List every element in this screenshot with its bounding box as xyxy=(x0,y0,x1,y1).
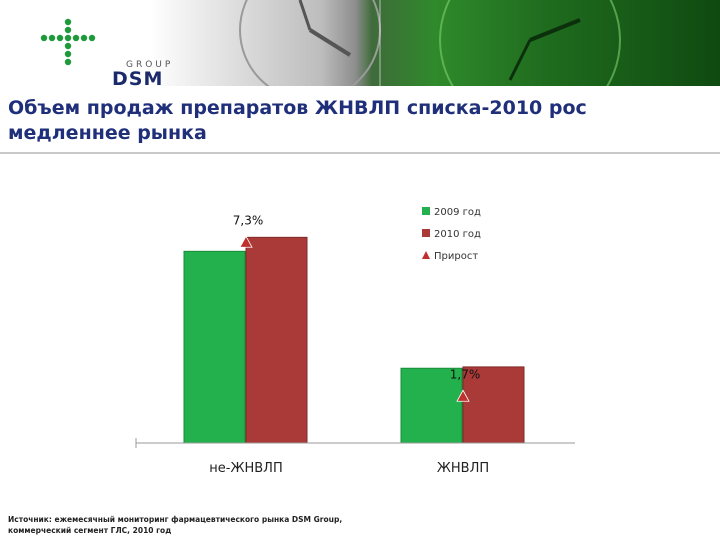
bar-жнвлп-2010-год xyxy=(462,366,525,444)
source-footnote: Источник: ежемесячный мониторинг фармаце… xyxy=(8,514,468,536)
bar-chart: не-ЖНВЛП 7,3% ЖНВЛП 1,7% 2009 год 2010 год Пр… xyxy=(135,207,575,476)
x-tick-label: ЖНВЛП xyxy=(437,461,489,476)
legend-swatch-growth xyxy=(422,251,430,259)
header-banner: GROUP DSM xyxy=(0,0,720,86)
chart-legend: 2009 год 2010 год Прирост xyxy=(422,207,481,262)
title-block: Объем продаж препаратов ЖНВЛП списка-201… xyxy=(0,86,720,154)
clock-photo-background xyxy=(150,0,720,86)
logo-group-text: GROUP xyxy=(126,60,174,70)
growth-marker xyxy=(456,389,470,402)
growth-marker xyxy=(239,235,253,248)
growth-data-label: 1,7% xyxy=(450,367,481,381)
dsm-group-logo: GROUP DSM xyxy=(38,16,170,86)
bar-не-жнвлп-2009-год xyxy=(183,250,246,444)
legend-swatch-2009-год xyxy=(422,207,430,215)
plus-cross-logo-icon xyxy=(40,18,96,66)
legend-label: Прирост xyxy=(434,251,478,262)
legend-label: 2009 год xyxy=(434,207,481,218)
bar-не-жнвлп-2010-год xyxy=(245,236,308,444)
growth-data-label: 7,3% xyxy=(233,213,264,227)
x-tick-label: не-ЖНВЛП xyxy=(209,461,282,476)
logo-brand-text: DSM xyxy=(112,68,164,86)
source-line-1: Источник: ежемесячный мониторинг фармаце… xyxy=(8,515,343,524)
bar-жнвлп-2009-год xyxy=(400,367,463,444)
legend-swatch-2010-год xyxy=(422,229,430,237)
page-title: Объем продаж препаратов ЖНВЛП списка-201… xyxy=(8,97,587,144)
source-line-2: коммерческий сегмент ГЛС, 2010 год xyxy=(8,526,172,535)
legend-label: 2010 год xyxy=(434,229,481,240)
